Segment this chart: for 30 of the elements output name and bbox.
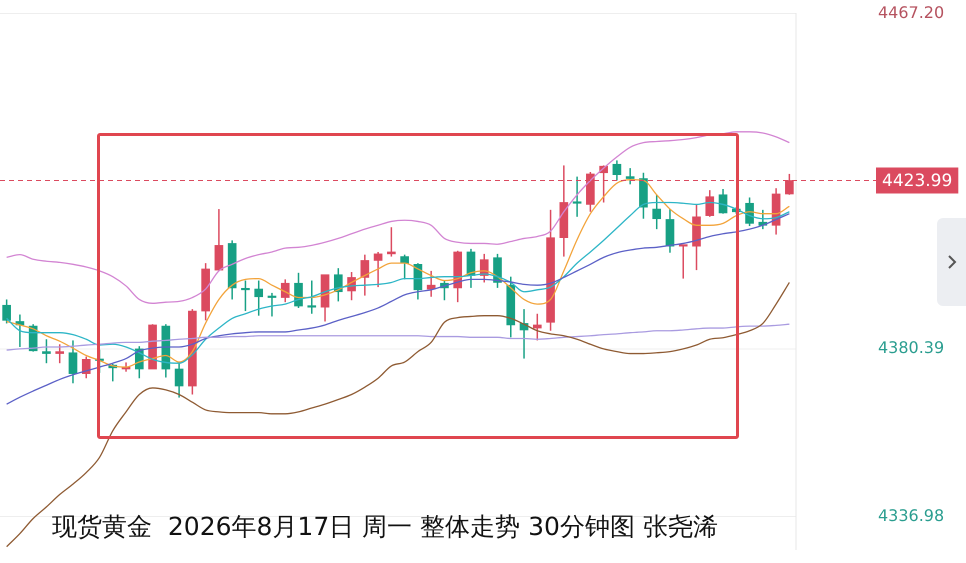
candlestick <box>360 254 370 296</box>
candlestick <box>572 176 582 218</box>
y-tick-label: 4467.20 <box>878 2 944 22</box>
text: 现货黄金 2026年8月17日 周一 整体走势 30分钟图 张尧浠 <box>52 511 718 543</box>
ref-line-label: 4423.99 <box>882 170 952 191</box>
candlestick <box>82 356 91 380</box>
y-tick-label: 4380.39 <box>878 338 944 358</box>
candlestick <box>294 272 303 309</box>
candlestick <box>705 189 714 218</box>
candlestick <box>612 160 622 182</box>
candlestick <box>532 313 542 342</box>
y-tick-label: 4336.98 <box>878 506 944 525</box>
line-series <box>6 282 790 548</box>
candlestick <box>520 308 528 360</box>
candlestick <box>387 226 396 258</box>
candlestick <box>68 340 78 384</box>
line-series <box>6 131 790 304</box>
candlestick <box>268 292 276 318</box>
candlestick <box>174 362 184 398</box>
candlestick <box>626 167 634 186</box>
line-series <box>6 213 790 405</box>
candlestick <box>42 338 51 364</box>
candlestick <box>307 280 316 315</box>
candlestick <box>254 280 264 316</box>
candlestick <box>374 251 382 288</box>
candlestick <box>2 298 11 324</box>
candlestick <box>55 344 64 364</box>
line-series <box>6 324 790 351</box>
candlestick <box>652 194 662 230</box>
candlestick <box>241 280 250 312</box>
